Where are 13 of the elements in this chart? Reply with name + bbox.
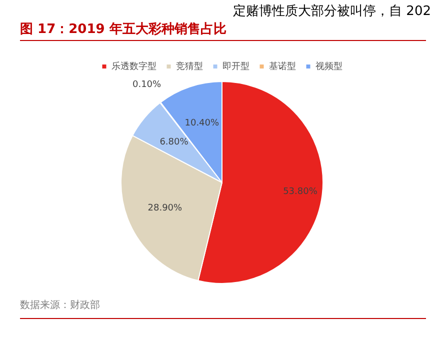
data-label: 10.40% <box>184 118 220 129</box>
data-label: 53.80% <box>283 187 318 198</box>
legend-label: 基诺型 <box>268 60 296 72</box>
legend-label: 乐透数字型 <box>111 60 156 72</box>
data-label: 0.10% <box>132 80 162 90</box>
text: 定赌博性质大部分被叫停，自 202 <box>233 3 431 20</box>
legend-label: 视频型 <box>315 60 342 72</box>
legend-label: 竞猜型 <box>176 60 203 72</box>
chart-title: 图 17：2019 年五大彩种销售占比 <box>20 20 426 41</box>
source-note: 数据来源：财政部 <box>20 298 426 319</box>
data-label: 28.90% <box>148 204 183 214</box>
data-label: 6.80% <box>160 138 189 148</box>
legend-label: 即开型 <box>222 60 250 72</box>
